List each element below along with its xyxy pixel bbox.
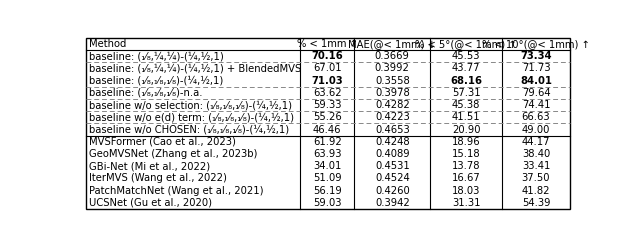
Text: MVSFormer (Cao et al., 2023): MVSFormer (Cao et al., 2023) — [89, 137, 236, 147]
Text: 34.01: 34.01 — [313, 161, 341, 171]
Text: 46.46: 46.46 — [313, 125, 342, 135]
Text: 45.53: 45.53 — [452, 51, 480, 61]
Text: GeoMVSNet (Zhang et al., 2023b): GeoMVSNet (Zhang et al., 2023b) — [89, 149, 257, 159]
Text: 41.82: 41.82 — [522, 186, 550, 196]
Text: 0.4223: 0.4223 — [375, 112, 410, 122]
Text: IterMVS (Wang et al., 2022): IterMVS (Wang et al., 2022) — [89, 174, 227, 184]
Text: 20.90: 20.90 — [452, 125, 480, 135]
Text: 68.16: 68.16 — [450, 76, 482, 86]
Text: 0.4653: 0.4653 — [375, 125, 410, 135]
Text: 0.4524: 0.4524 — [375, 174, 410, 184]
Text: baseline w/o e(d) term: (₁⁄₈,₁⁄₈,₁⁄₈)-(¼,½,1): baseline w/o e(d) term: (₁⁄₈,₁⁄₈,₁⁄₈)-(¼… — [89, 112, 294, 122]
Text: 55.26: 55.26 — [313, 112, 342, 122]
Text: 13.78: 13.78 — [452, 161, 480, 171]
Text: 15.18: 15.18 — [452, 149, 481, 159]
Text: 37.50: 37.50 — [522, 174, 550, 184]
Text: 31.31: 31.31 — [452, 198, 480, 208]
Text: GBi-Net (Mi et al., 2022): GBi-Net (Mi et al., 2022) — [89, 161, 210, 171]
Text: baseline w/o selection: (₁⁄₈,₁⁄₈,₁⁄₈)-(¼,½,1): baseline w/o selection: (₁⁄₈,₁⁄₈,₁⁄₈)-(¼… — [89, 100, 292, 110]
Text: 0.3978: 0.3978 — [375, 88, 410, 98]
Text: 0.3558: 0.3558 — [375, 76, 410, 86]
Text: 45.38: 45.38 — [452, 100, 480, 110]
Text: PatchMatchNet (Wang et al., 2021): PatchMatchNet (Wang et al., 2021) — [89, 186, 264, 196]
Text: 51.09: 51.09 — [313, 174, 342, 184]
Text: UCSNet (Gu et al., 2020): UCSNet (Gu et al., 2020) — [89, 198, 212, 208]
Text: 63.62: 63.62 — [313, 88, 342, 98]
Text: 54.39: 54.39 — [522, 198, 550, 208]
Text: 61.92: 61.92 — [313, 137, 342, 147]
Text: 71.03: 71.03 — [312, 76, 343, 86]
Text: baseline: (₁⁄₈,¼,¼)-(¼,½,1) + BlendedMVS: baseline: (₁⁄₈,¼,¼)-(¼,½,1) + BlendedMVS — [89, 63, 301, 73]
Text: 18.96: 18.96 — [452, 137, 481, 147]
Text: 59.33: 59.33 — [313, 100, 342, 110]
Text: Method: Method — [89, 39, 126, 49]
Text: 0.3669: 0.3669 — [375, 51, 410, 61]
Text: 73.34: 73.34 — [520, 51, 552, 61]
Text: MAE(@< 1mm) ↓: MAE(@< 1mm) ↓ — [348, 39, 436, 49]
Text: % < 1mm ↑: % < 1mm ↑ — [297, 39, 358, 49]
Text: 0.4282: 0.4282 — [375, 100, 410, 110]
Text: 16.67: 16.67 — [452, 174, 481, 184]
Text: 33.41: 33.41 — [522, 161, 550, 171]
Text: 44.17: 44.17 — [522, 137, 550, 147]
Text: 18.03: 18.03 — [452, 186, 480, 196]
Text: 0.4089: 0.4089 — [375, 149, 410, 159]
Text: 71.73: 71.73 — [522, 63, 550, 73]
Text: baseline: (₁⁄₈,¼,¼)-(¼,½,1): baseline: (₁⁄₈,¼,¼)-(¼,½,1) — [89, 51, 223, 61]
Text: 0.3942: 0.3942 — [375, 198, 410, 208]
Text: 0.4531: 0.4531 — [375, 161, 410, 171]
Text: 63.93: 63.93 — [313, 149, 342, 159]
Text: 70.16: 70.16 — [312, 51, 343, 61]
Text: 56.19: 56.19 — [313, 186, 342, 196]
Text: 38.40: 38.40 — [522, 149, 550, 159]
Text: 0.3992: 0.3992 — [375, 63, 410, 73]
Text: 67.01: 67.01 — [313, 63, 342, 73]
Text: 0.4248: 0.4248 — [375, 137, 410, 147]
Text: 79.64: 79.64 — [522, 88, 550, 98]
Text: 66.63: 66.63 — [522, 112, 550, 122]
Text: 74.41: 74.41 — [522, 100, 550, 110]
Text: % < 5°(@< 1mm) ↑: % < 5°(@< 1mm) ↑ — [415, 39, 517, 49]
Text: baseline w/o CHOSEN: (₁⁄₈,₁⁄₈,₁⁄₈)-(¼,½,1): baseline w/o CHOSEN: (₁⁄₈,₁⁄₈,₁⁄₈)-(¼,½,… — [89, 125, 289, 135]
Text: 57.31: 57.31 — [452, 88, 481, 98]
Text: 43.77: 43.77 — [452, 63, 480, 73]
Text: 41.51: 41.51 — [452, 112, 481, 122]
Text: 0.4260: 0.4260 — [375, 186, 410, 196]
Text: baseline: (₁⁄₈,₁⁄₈,₁⁄₈)-(¼,½,1): baseline: (₁⁄₈,₁⁄₈,₁⁄₈)-(¼,½,1) — [89, 76, 223, 86]
Text: baseline: (₁⁄₈,₁⁄₈,₁⁄₈)-n.a.: baseline: (₁⁄₈,₁⁄₈,₁⁄₈)-n.a. — [89, 88, 202, 98]
Text: 84.01: 84.01 — [520, 76, 552, 86]
Text: % < 10°(@< 1mm) ↑: % < 10°(@< 1mm) ↑ — [482, 39, 590, 49]
Text: 59.03: 59.03 — [313, 198, 342, 208]
Text: 49.00: 49.00 — [522, 125, 550, 135]
